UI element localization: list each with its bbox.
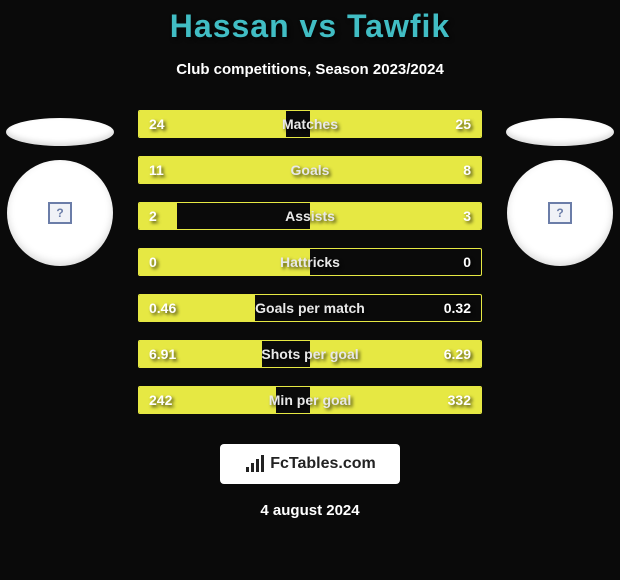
left-avatar-circle: ? [7, 160, 113, 266]
stat-label: Min per goal [269, 392, 351, 408]
right-avatar-circle: ? [507, 160, 613, 266]
stat-value-left: 242 [149, 392, 172, 408]
stat-label: Goals per match [255, 300, 365, 316]
stat-value-right: 0.32 [444, 300, 471, 316]
footer-brand-text: FcTables.com [270, 455, 376, 473]
stat-value-left: 2 [149, 208, 157, 224]
image-placeholder-icon: ? [548, 202, 572, 224]
stat-bar-right [310, 203, 481, 229]
stat-row: 24 25 Matches [138, 110, 482, 138]
stat-label: Goals [291, 162, 330, 178]
stat-value-right: 25 [455, 116, 471, 132]
stat-value-right: 332 [448, 392, 471, 408]
stat-value-right: 6.29 [444, 346, 471, 362]
footer-brand: FcTables.com [220, 444, 400, 484]
stat-value-right: 3 [463, 208, 471, 224]
stat-row: 0 0 Hattricks [138, 248, 482, 276]
stat-value-left: 0.46 [149, 300, 176, 316]
stat-value-left: 6.91 [149, 346, 176, 362]
stat-label: Assists [285, 208, 335, 224]
stat-value-right: 0 [463, 254, 471, 270]
chart-icon [244, 455, 266, 473]
date-text: 4 august 2024 [0, 502, 620, 519]
stat-row: 6.91 6.29 Shots per goal [138, 340, 482, 368]
right-ellipse [506, 118, 614, 146]
left-ellipse [6, 118, 114, 146]
stat-value-left: 0 [149, 254, 157, 270]
stat-label: Shots per goal [261, 346, 358, 362]
stat-row: 11 8 Goals [138, 156, 482, 184]
stat-label: Hattricks [280, 254, 340, 270]
stat-row: 0.46 0.32 Goals per match [138, 294, 482, 322]
right-player-col: ? [500, 110, 620, 266]
stat-value-left: 11 [149, 162, 164, 178]
image-placeholder-icon: ? [48, 202, 72, 224]
stat-bar-left [139, 203, 177, 229]
stat-row: 242 332 Min per goal [138, 386, 482, 414]
subtitle: Club competitions, Season 2023/2024 [0, 61, 620, 78]
page-title: Hassan vs Tawfik [0, 0, 620, 45]
comparison-area: ? 24 25 Matches 11 8 Goals 2 3 Assists 0 0 Hattrick… [0, 110, 620, 414]
stat-label: Matches [282, 116, 338, 132]
left-player-col: ? [0, 110, 120, 266]
stat-value-left: 24 [149, 116, 165, 132]
stats-column: 2425Matches118Goals23Assists00Hattricks0… [120, 110, 500, 414]
stat-value-right: 8 [463, 162, 471, 178]
stat-row: 2 3 Assists [138, 202, 482, 230]
